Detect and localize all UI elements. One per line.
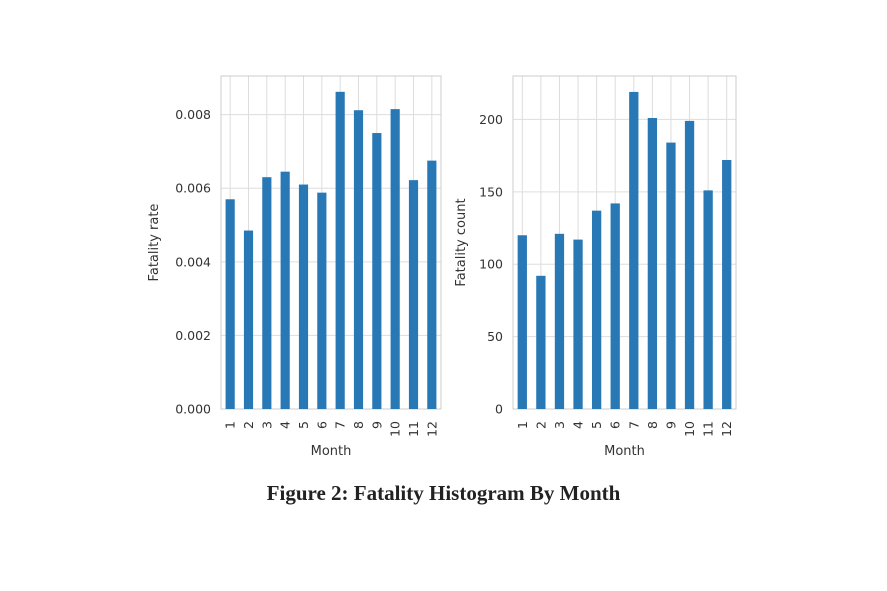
figure-caption: Figure 2: Fatality Histogram By Month [266,481,621,505]
bar-month-8 [647,117,658,410]
bar-month-1 [517,235,527,409]
y-tick-label: 50 [487,329,503,344]
x-tick-label: 8 [645,421,660,429]
x-axis-label: Month [311,444,352,459]
y-axis-label: Fatality rate [147,204,162,282]
x-tick-label: 2 [241,421,256,429]
bar-month-8 [353,110,364,410]
x-tick-label: 3 [259,421,274,429]
x-tick-label: 12 [424,421,439,437]
x-tick-label: 12 [719,421,734,437]
bar-month-7 [629,91,639,409]
x-tick-label: 8 [351,421,366,429]
bar-month-6 [610,203,620,409]
y-tick-label: 200 [479,112,503,127]
bar-month-4 [280,171,290,409]
y-tick-label: 100 [479,257,503,272]
x-tick-label: 5 [296,421,311,429]
x-tick-label: 1 [515,421,530,429]
bar-month-3 [554,233,565,409]
bar-month-7 [335,91,345,410]
y-tick-label: 0.008 [175,107,211,122]
bar-month-3 [262,177,272,409]
bar-month-11 [703,190,713,409]
x-tick-label: 2 [533,421,548,429]
bar-month-10 [684,120,695,410]
x-tick-label: 1 [223,421,238,429]
bar-month-2 [243,230,254,409]
y-tick-label: 0 [495,402,503,417]
y-tick-label: 0.002 [175,328,211,343]
bar-month-9 [666,142,676,409]
x-tick-label: 11 [406,421,421,437]
x-tick-label: 9 [369,421,384,429]
x-tick-label: 10 [388,421,403,437]
bar-month-6 [317,192,327,409]
x-tick-label: 6 [608,421,623,429]
bar-month-1 [225,199,235,409]
x-tick-label: 3 [552,421,567,429]
bar-month-9 [372,133,382,409]
x-tick-label: 4 [571,421,586,429]
y-tick-label: 0.004 [175,254,211,269]
x-tick-label: 5 [589,421,604,429]
plot-frame [220,75,442,410]
bar-month-2 [536,275,546,409]
y-tick-label: 0.006 [175,181,211,196]
plot-frame [512,75,737,410]
x-tick-label: 11 [701,421,716,437]
x-tick-label: 7 [626,421,641,429]
x-tick-label: 10 [682,421,697,437]
bar-month-12 [722,159,732,409]
y-axis-label: Fatality count [454,198,469,286]
x-tick-label: 4 [278,421,293,429]
y-tick-label: 150 [479,184,503,199]
bar-month-4 [573,239,583,409]
x-tick-label: 6 [314,421,329,429]
bar-month-5 [591,210,602,409]
bar-month-10 [390,109,400,409]
bar-month-11 [408,180,419,409]
x-tick-label: 9 [663,421,678,429]
y-tick-label: 0.000 [175,402,211,417]
x-tick-label: 7 [333,421,348,429]
bar-month-5 [298,184,309,409]
x-axis-label: Month [604,444,645,459]
bar-month-12 [427,160,437,409]
